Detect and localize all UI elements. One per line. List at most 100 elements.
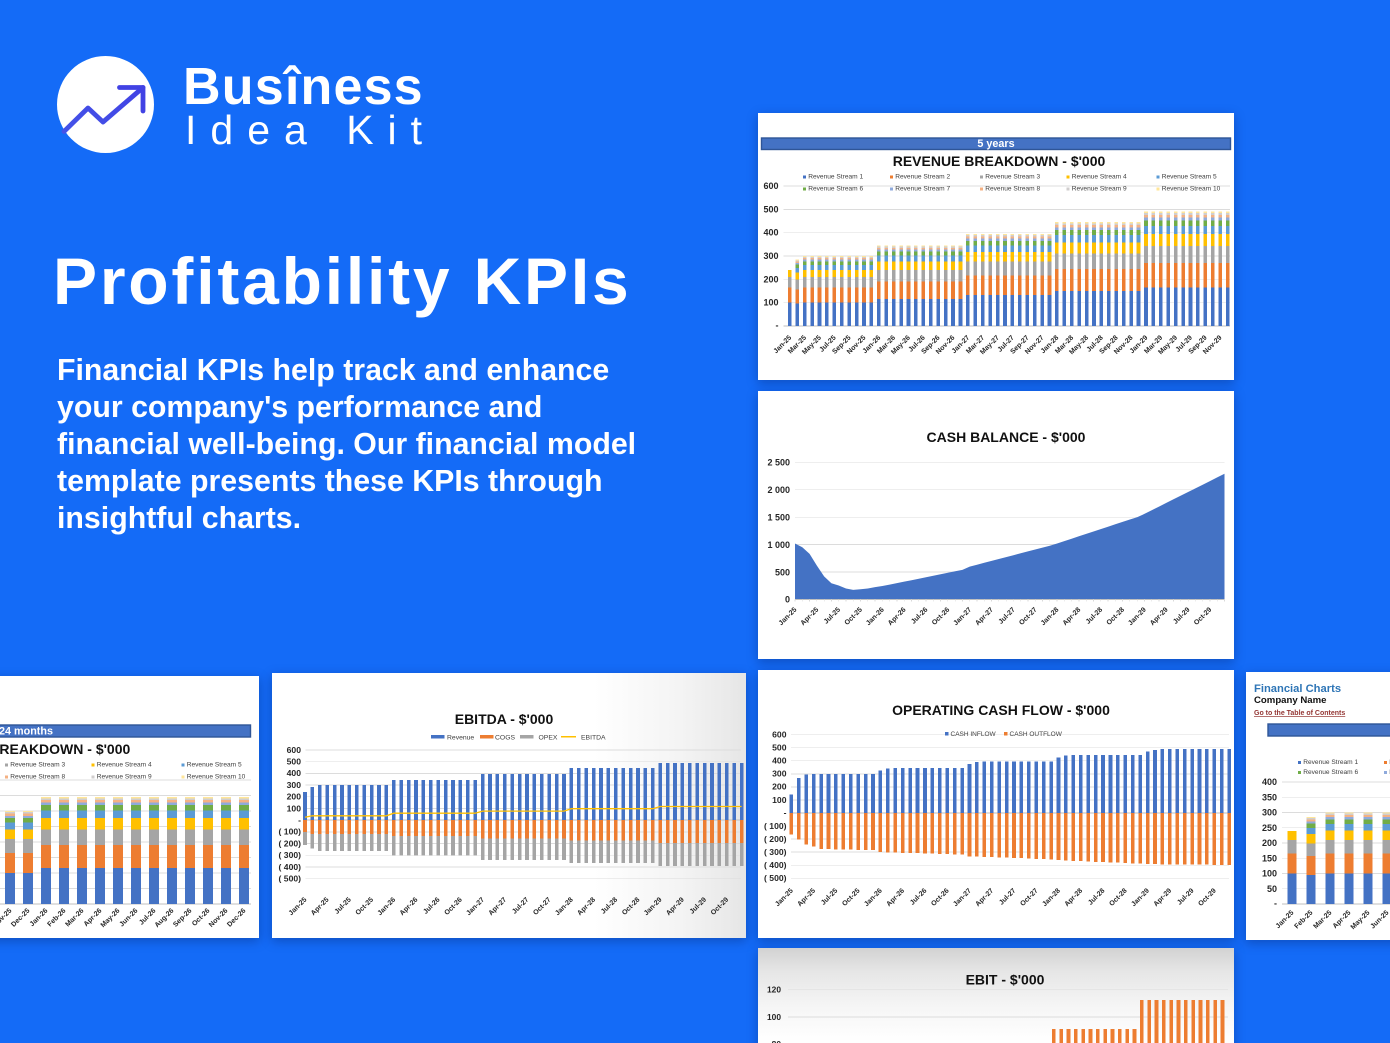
svg-text:Revenue Stream 5: Revenue Stream 5	[1162, 174, 1217, 181]
svg-text:Apr-25: Apr-25	[796, 887, 817, 908]
svg-text:Jul-27: Jul-27	[998, 606, 1017, 625]
svg-text:Jan-25: Jan-25	[1275, 909, 1296, 930]
svg-text:Jul-26: Jul-26	[422, 896, 441, 915]
svg-text:Revenue Stream 8: Revenue Stream 8	[10, 774, 65, 781]
svg-text:Jul-29: Jul-29	[689, 896, 708, 915]
svg-text:250: 250	[1262, 823, 1277, 833]
svg-text:100: 100	[287, 803, 302, 813]
svg-text:Jan-25: Jan-25	[774, 887, 795, 908]
svg-text:CASH BALANCE - $'000: CASH BALANCE - $'000	[927, 429, 1086, 445]
svg-text:Revenue Stream 1: Revenue Stream 1	[808, 174, 863, 181]
svg-text:Sep-26: Sep-26	[172, 907, 193, 928]
svg-text:600: 600	[772, 730, 787, 740]
svg-text:Feb-25: Feb-25	[1294, 909, 1315, 930]
svg-text:EBIT - $'000: EBIT - $'000	[966, 972, 1045, 988]
svg-text:Apr-25: Apr-25	[310, 896, 331, 917]
svg-text:2 500: 2 500	[767, 457, 790, 467]
svg-text:Revenue Stream 4: Revenue Stream 4	[1072, 174, 1127, 181]
svg-text:Jan-26: Jan-26	[377, 896, 398, 917]
svg-text:300: 300	[772, 769, 787, 779]
svg-text:REVENUE BREAKDOWN - $'000: REVENUE BREAKDOWN - $'000	[893, 153, 1106, 169]
svg-text:Jul-26: Jul-26	[910, 606, 929, 625]
svg-text:Oct-28: Oct-28	[621, 896, 641, 916]
svg-text:Jun-26: Jun-26	[119, 907, 140, 928]
svg-text:Revenue Stream 7: Revenue Stream 7	[895, 186, 950, 193]
svg-text:Jan-28: Jan-28	[1041, 887, 1062, 908]
svg-text:Jan-28: Jan-28	[554, 896, 575, 917]
svg-text:( 200): ( 200)	[279, 838, 302, 848]
svg-text:Oct-25: Oct-25	[844, 606, 864, 626]
svg-text:Jul-25: Jul-25	[334, 896, 353, 915]
svg-text:Apr-26: Apr-26	[887, 606, 908, 627]
svg-text:300: 300	[1262, 808, 1277, 818]
svg-text:Apr-29: Apr-29	[665, 896, 686, 917]
svg-text:400: 400	[763, 228, 778, 238]
svg-text:5 years: 5 years	[977, 138, 1014, 150]
svg-text:Mar-25: Mar-25	[1312, 909, 1333, 930]
svg-text:Revenue Stream 6: Revenue Stream 6	[1303, 769, 1358, 776]
svg-text:Revenue Stream 4: Revenue Stream 4	[97, 762, 152, 769]
svg-text:( 200): ( 200)	[764, 834, 787, 844]
svg-text:500: 500	[775, 567, 790, 577]
svg-text:Revenue Stream 2: Revenue Stream 2	[895, 174, 950, 181]
svg-text:-: -	[298, 815, 301, 825]
svg-text:400: 400	[1262, 777, 1277, 787]
svg-text:Oct-27: Oct-27	[532, 896, 552, 916]
svg-text:600: 600	[287, 745, 302, 755]
svg-text:Apr-27: Apr-27	[974, 606, 995, 627]
svg-text:-: -	[1274, 899, 1277, 909]
svg-text:Revenue Stream 10: Revenue Stream 10	[187, 774, 246, 781]
svg-text:Apr-28: Apr-28	[576, 896, 597, 917]
svg-text:2 000: 2 000	[767, 485, 790, 495]
svg-text:CASH OUTFLOW: CASH OUTFLOW	[1010, 731, 1063, 738]
svg-text:Jul-25: Jul-25	[820, 887, 839, 906]
svg-text:Revenue: Revenue	[447, 734, 474, 741]
svg-text:Apr-25: Apr-25	[800, 606, 821, 627]
svg-text:200: 200	[772, 782, 787, 792]
svg-text:OPERATING CASH FLOW - $'000: OPERATING CASH FLOW - $'000	[892, 702, 1110, 718]
svg-text:Nov-26: Nov-26	[208, 907, 230, 929]
svg-text:( 100): ( 100)	[279, 827, 302, 837]
svg-text:Jul-28: Jul-28	[600, 896, 619, 915]
svg-text:( 500): ( 500)	[279, 874, 302, 884]
svg-text:EBITDA - $'000: EBITDA - $'000	[455, 711, 554, 727]
svg-text:50: 50	[1267, 884, 1277, 894]
svg-text:1 500: 1 500	[767, 512, 790, 522]
svg-text:REVENUE BREAKDOWN - $'000: REVENUE BREAKDOWN - $'000	[0, 741, 131, 757]
svg-text:Feb-26: Feb-26	[47, 907, 68, 928]
svg-text:Dec-26: Dec-26	[226, 907, 247, 928]
svg-text:400: 400	[772, 756, 787, 766]
svg-text:( 300): ( 300)	[764, 847, 787, 857]
svg-text:Jan-27: Jan-27	[952, 887, 973, 908]
svg-text:Jan-26: Jan-26	[863, 887, 884, 908]
svg-text:Oct-29: Oct-29	[1193, 606, 1213, 626]
svg-text:400: 400	[287, 768, 302, 778]
svg-text:Jul-29: Jul-29	[1172, 606, 1191, 625]
svg-text:Oct-25: Oct-25	[841, 887, 861, 907]
svg-text:CASH INFLOW: CASH INFLOW	[951, 731, 997, 738]
svg-text:Revenue Stream 3: Revenue Stream 3	[10, 762, 65, 769]
svg-text:May-26: May-26	[100, 907, 122, 929]
svg-text:Jan-26: Jan-26	[29, 907, 50, 928]
svg-text:Revenue Stream 9: Revenue Stream 9	[1072, 186, 1127, 193]
svg-text:( 100): ( 100)	[764, 821, 787, 831]
svg-text:( 500): ( 500)	[764, 873, 787, 883]
svg-text:( 300): ( 300)	[279, 850, 302, 860]
svg-text:200: 200	[287, 792, 302, 802]
svg-text:Oct-28: Oct-28	[1108, 887, 1128, 907]
svg-text:Revenue Stream 9: Revenue Stream 9	[97, 774, 152, 781]
svg-text:Oct-27: Oct-27	[1019, 887, 1039, 907]
svg-text:Jan-25: Jan-25	[778, 606, 799, 627]
svg-text:100: 100	[1262, 869, 1277, 879]
svg-text:Apr-29: Apr-29	[1153, 887, 1174, 908]
svg-text:Mar-26: Mar-26	[64, 907, 85, 928]
svg-text:1 000: 1 000	[767, 540, 790, 550]
svg-text:-: -	[784, 808, 787, 818]
svg-text:600: 600	[763, 181, 778, 191]
svg-text:300: 300	[287, 780, 302, 790]
svg-text:Apr-28: Apr-28	[1062, 606, 1083, 627]
svg-text:Jun-25: Jun-25	[1370, 909, 1390, 930]
svg-text:Jan-25: Jan-25	[288, 896, 309, 917]
svg-text:Oct-26: Oct-26	[931, 606, 951, 626]
svg-text:Oct-28: Oct-28	[1106, 606, 1126, 626]
